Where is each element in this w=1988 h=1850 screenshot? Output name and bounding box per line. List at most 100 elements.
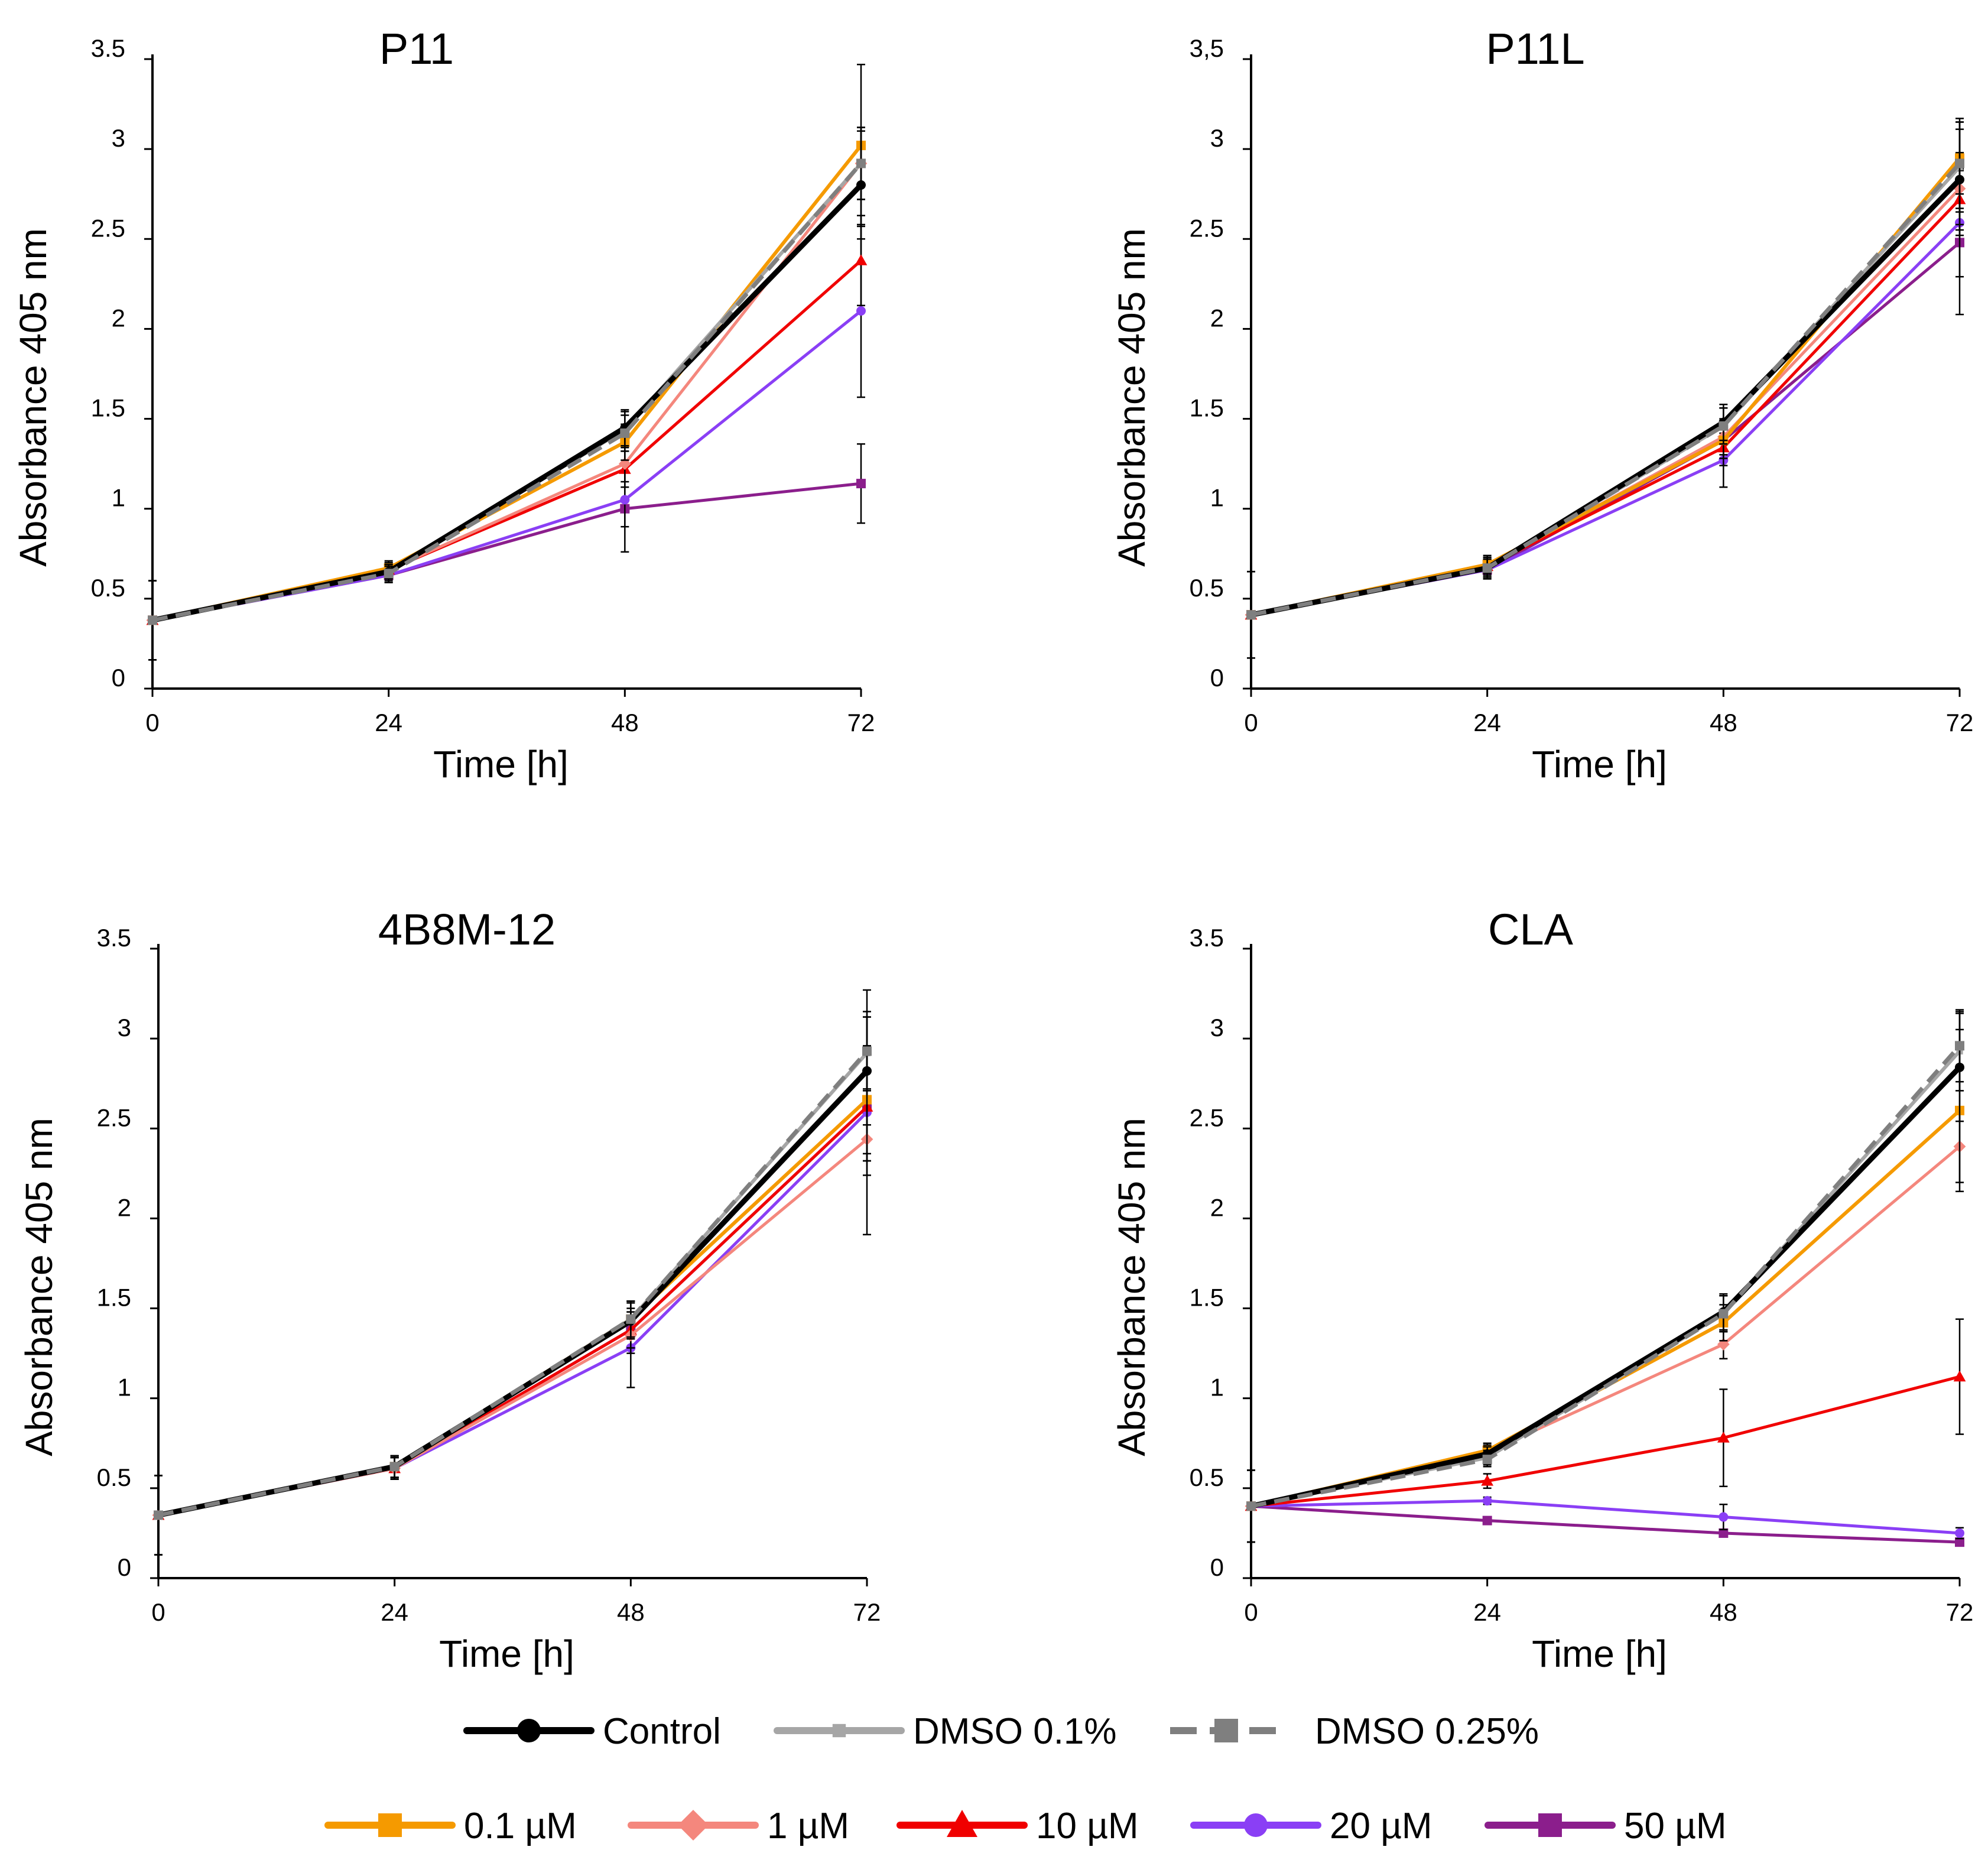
- series-control: [148, 130, 866, 661]
- y-tick-label: 0.5: [97, 1463, 131, 1491]
- series-1-um: [152, 1102, 873, 1556]
- legend-marker: [832, 1724, 846, 1738]
- legend-marker: [517, 1719, 541, 1742]
- legend-label: DMSO 0.25%: [1315, 1711, 1539, 1752]
- y-tick-label: 3.5: [1190, 924, 1224, 952]
- y-tick-label: 2.5: [1190, 1103, 1224, 1131]
- data-point: [148, 615, 157, 625]
- x-tick-label: 72: [853, 1598, 881, 1626]
- chart-panel-p11: P11 0 0.5 1 1.5 2 2.5 3 3.5 0 24 48 72 Time [h] Absorb…: [12, 24, 875, 786]
- series-20-um: [1246, 168, 1964, 659]
- series-line: [152, 310, 862, 622]
- series-line: [1250, 177, 1962, 618]
- series-line: [152, 162, 863, 622]
- legend-marker: [1538, 1813, 1562, 1837]
- x-tick-label: 48: [1710, 1598, 1737, 1626]
- series-line: [152, 162, 863, 622]
- data-point: [384, 569, 394, 579]
- x-tick-label: 0: [1244, 1598, 1258, 1626]
- y-tick-label: 2.5: [1190, 214, 1224, 242]
- series-line: [158, 1051, 869, 1517]
- series-line: [1250, 157, 1961, 617]
- legend-item-dmso-0-25: DMSO 0.25%: [1170, 1711, 1539, 1752]
- legend-label: 20 µM: [1330, 1806, 1432, 1846]
- series-line: [1250, 1050, 1961, 1508]
- legend-item-dmso-0-1: DMSO 0.1%: [774, 1711, 1117, 1752]
- data-point: [856, 158, 866, 168]
- series-control: [154, 1016, 872, 1556]
- series-0-1-um: [1246, 1028, 1964, 1543]
- legend-item-0-1-um: 0.1 µM: [324, 1806, 577, 1846]
- legend-label: 50 µM: [1624, 1806, 1727, 1846]
- legend-label: DMSO 0.1%: [913, 1711, 1117, 1752]
- legend-item-50-um: 50 µM: [1484, 1806, 1727, 1846]
- data-point: [1246, 610, 1256, 620]
- data-point: [1482, 1515, 1492, 1526]
- series-line: [1250, 162, 1961, 617]
- y-tick-label: 1: [1210, 484, 1224, 512]
- data-point: [1953, 1370, 1966, 1382]
- data-point: [1719, 421, 1729, 431]
- series-line: [1250, 187, 1961, 616]
- y-tick-label: 0.5: [1190, 1463, 1224, 1491]
- y-axis-title: Absorbance 405 nm: [1110, 1118, 1153, 1456]
- series-10-um: [152, 1052, 873, 1556]
- panel-title: P11L: [1486, 24, 1584, 73]
- y-tick-label: 1: [118, 1374, 131, 1401]
- y-tick-label: 3: [1210, 1014, 1224, 1041]
- series-0-1-um: [1246, 121, 1964, 659]
- series-dmso-0-1: [1247, 1011, 1964, 1543]
- x-tick-label: 48: [1710, 709, 1737, 736]
- legend-label: Control: [603, 1711, 721, 1752]
- series-dmso-0-1: [154, 1016, 871, 1556]
- legend-label: 10 µM: [1036, 1806, 1139, 1846]
- legend-marker: [1214, 1719, 1238, 1742]
- series-10-um: [1245, 163, 1966, 659]
- series-line: [1250, 1504, 1960, 1544]
- series-line: [158, 1050, 869, 1517]
- x-tick-label: 0: [1244, 709, 1258, 736]
- y-tick-label: 2: [1210, 304, 1224, 332]
- y-tick-label: 1.5: [97, 1284, 131, 1312]
- y-tick-label: 0: [1210, 664, 1224, 692]
- x-tick-label: 24: [1473, 709, 1501, 736]
- y-tick-label: 0: [1210, 1553, 1224, 1581]
- chart-panel-cla: CLA 0 0.5 1 1.5 2 2.5 3 3.5 0 24 48 72 Time [h] Absorb…: [1110, 905, 1973, 1675]
- data-point: [1482, 563, 1492, 573]
- legend-marker: [378, 1813, 402, 1837]
- series-line: [152, 259, 862, 622]
- x-tick-label: 0: [151, 1598, 165, 1626]
- legend-marker: [947, 1810, 977, 1837]
- series-line: [152, 144, 863, 622]
- y-tick-label: 3: [1210, 124, 1224, 152]
- y-tick-label: 3.5: [97, 924, 131, 952]
- x-tick-label: 24: [1473, 1598, 1501, 1626]
- x-axis-title: Time [h]: [1532, 1632, 1667, 1675]
- legend: Control DMSO 0.1% DMSO 0.25% 0.1 µM 1 µM 10 µ…: [324, 1711, 1727, 1846]
- legend-item-10-um: 10 µM: [896, 1806, 1139, 1846]
- series-line: [1250, 165, 1961, 617]
- y-tick-label: 1.5: [91, 394, 125, 422]
- series-line: [1250, 1375, 1960, 1508]
- series-20-um: [154, 989, 872, 1556]
- data-point: [1955, 1528, 1964, 1538]
- y-tick-label: 1.5: [1190, 1284, 1224, 1312]
- series-line: [1250, 1499, 1960, 1535]
- x-tick-label: 48: [611, 709, 639, 736]
- series-dmso-0-25: [1246, 118, 1964, 659]
- legend-item-control: Control: [463, 1711, 721, 1752]
- x-tick-label: 72: [1946, 1598, 1974, 1626]
- data-point: [620, 495, 630, 505]
- series-dmso-0-25: [1246, 1009, 1964, 1543]
- series-0-1-um: [148, 63, 866, 661]
- y-tick-label: 3: [112, 124, 125, 152]
- panel-title: P11: [379, 24, 454, 73]
- series-line: [158, 1069, 869, 1518]
- y-tick-label: 3.5: [91, 34, 125, 62]
- series-50-um: [154, 1052, 872, 1556]
- data-point: [1719, 1528, 1729, 1538]
- series-line: [1250, 1065, 1962, 1509]
- series-dmso-0-1: [1247, 121, 1964, 659]
- y-tick-label: 2.5: [91, 214, 125, 242]
